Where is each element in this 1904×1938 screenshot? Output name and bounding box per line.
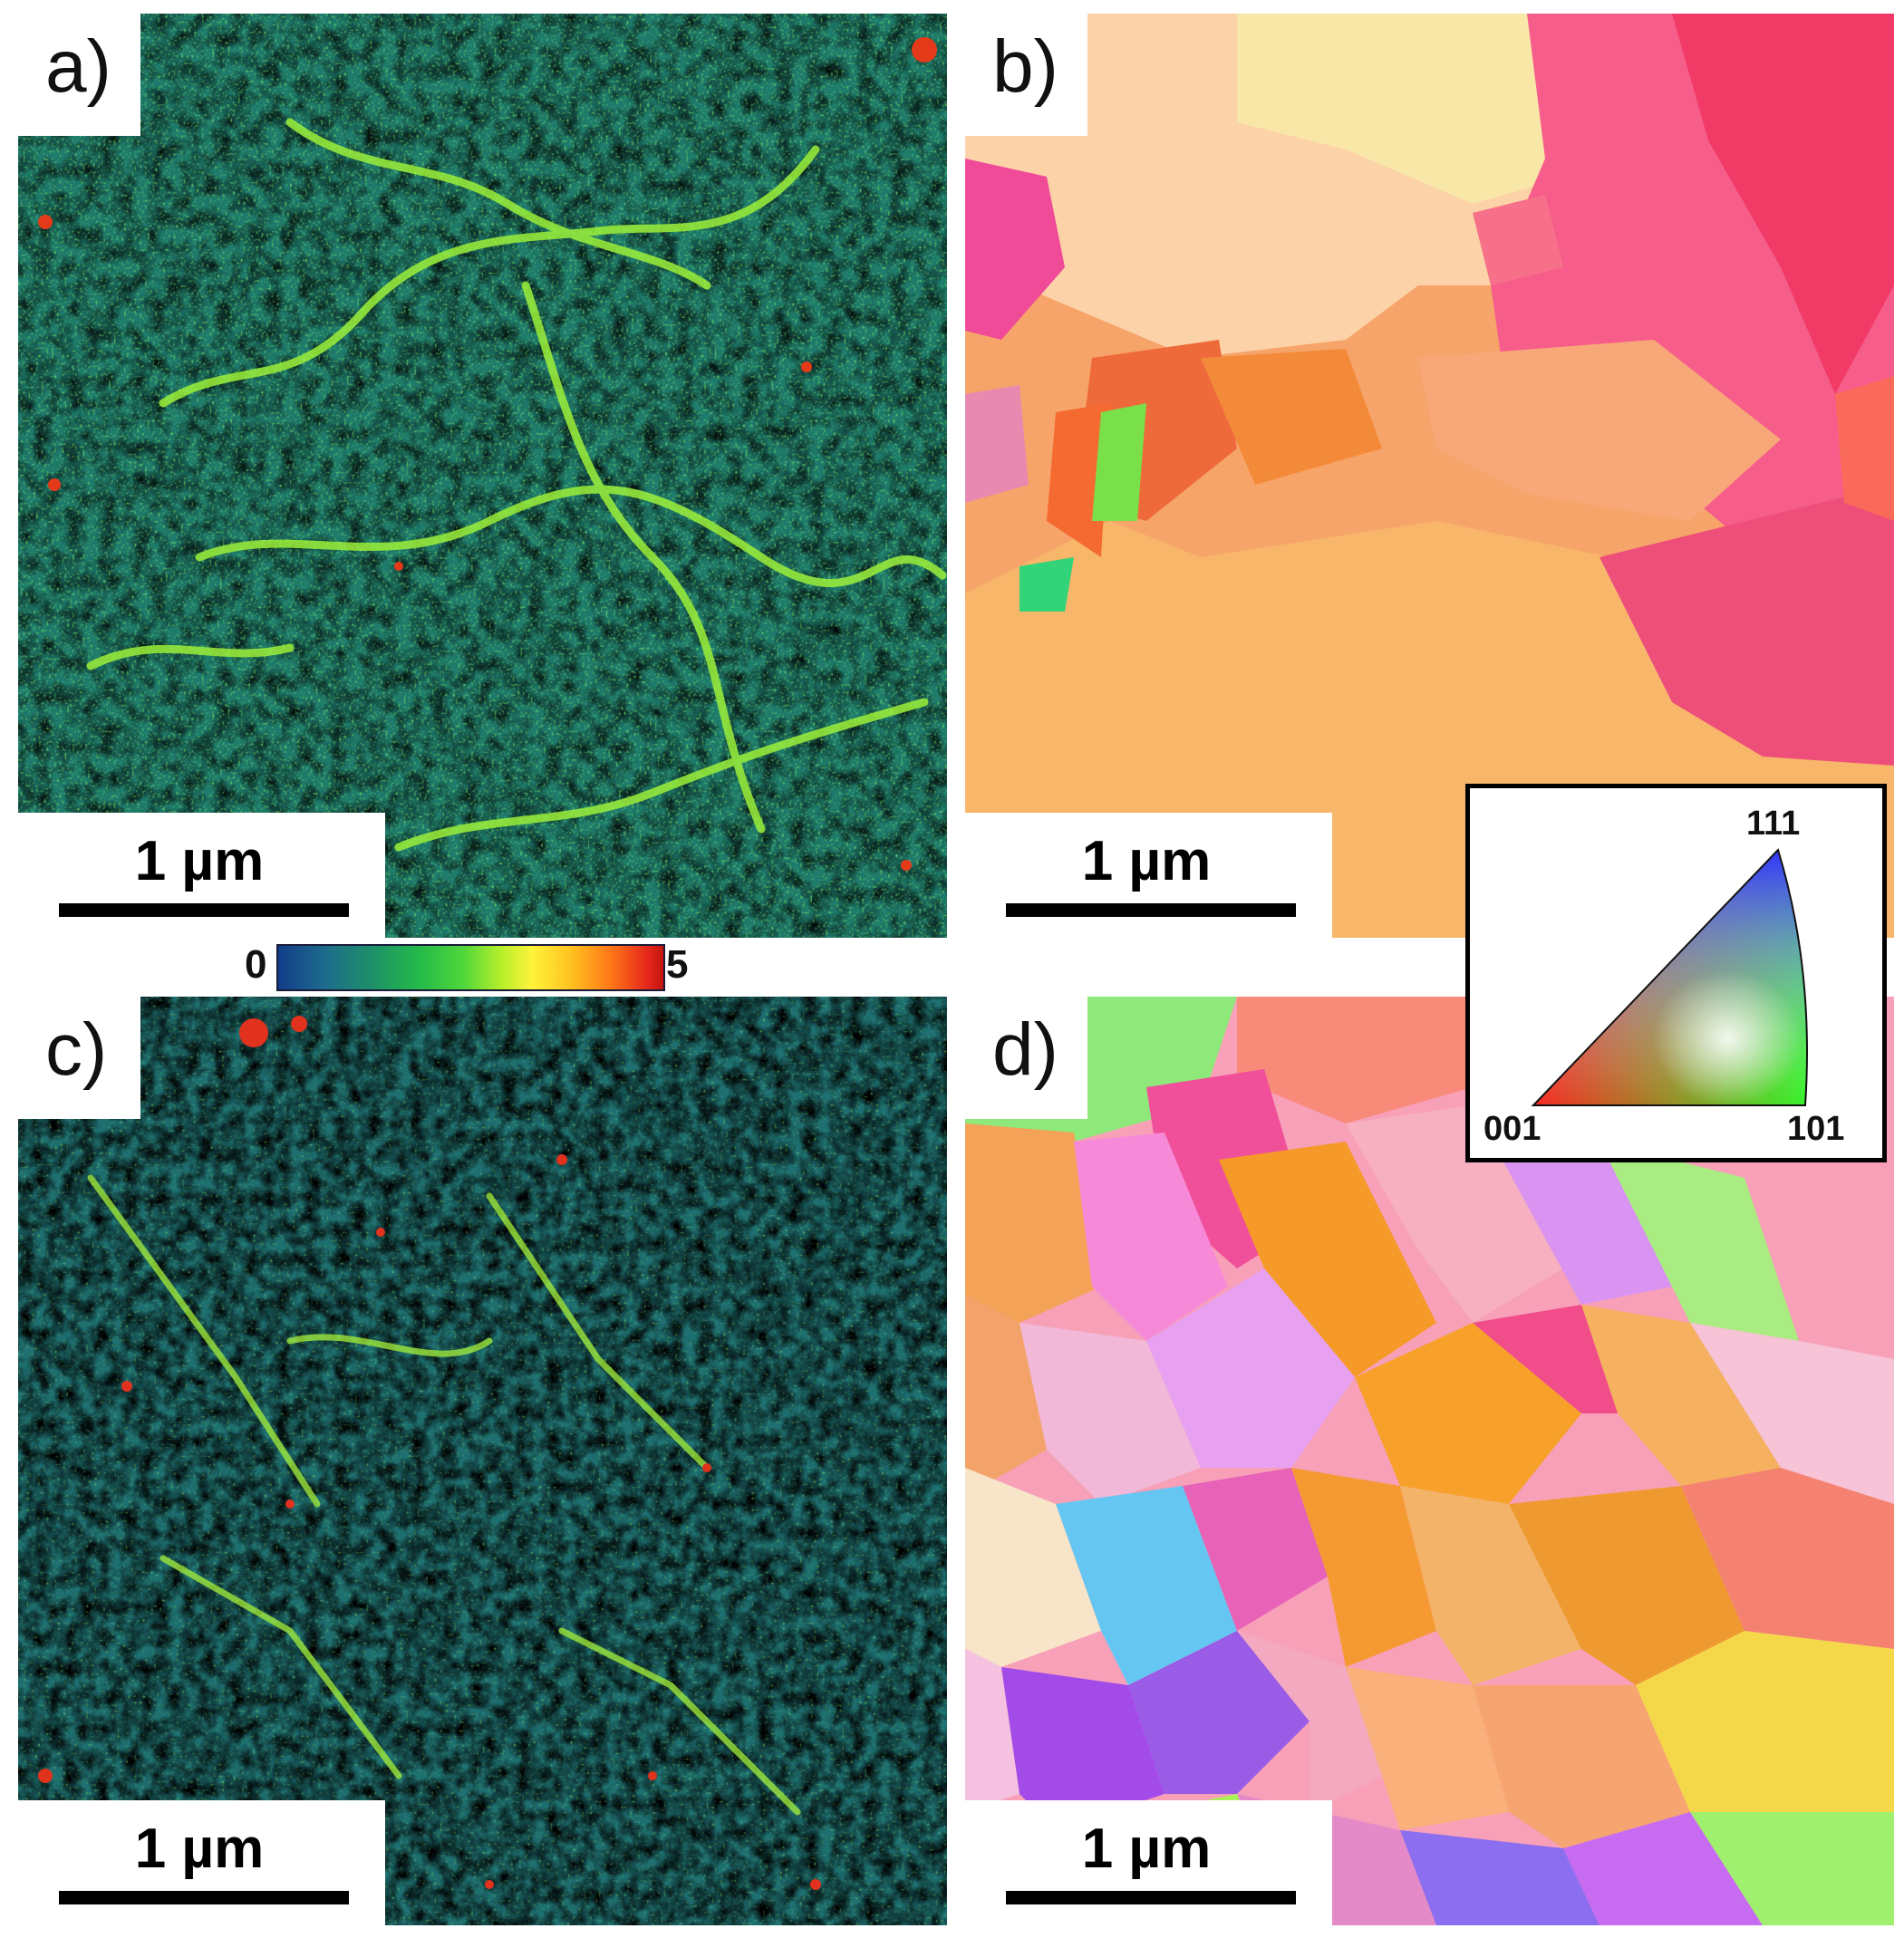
scalebar-label: 1 µm — [134, 1817, 265, 1880]
scalebar-line — [59, 903, 349, 917]
panel-label-box: c) — [18, 997, 140, 1119]
ipf-label-111: 111 — [1746, 805, 1801, 843]
ipf-map-d: d) 1 µm — [965, 997, 1894, 1925]
ipf-label-001: 001 — [1484, 1110, 1542, 1148]
panel-label: a) — [45, 25, 111, 108]
kam-map-a: a) 1 µm — [18, 14, 947, 938]
scalebar: 1 µm — [18, 1800, 385, 1925]
scalebar-label: 1 µm — [1081, 1817, 1212, 1880]
ipf-color-key: 111 001 101 — [1465, 784, 1887, 1162]
scalebar-line — [1006, 903, 1296, 917]
ipf-label-101: 101 — [1787, 1110, 1845, 1148]
panel-label: d) — [992, 1008, 1058, 1091]
panel-label-box: d) — [965, 997, 1087, 1119]
kam-map-c: c) 1 µm — [18, 997, 947, 1925]
kam-texture-c — [18, 997, 947, 1925]
scalebar-line — [1006, 1891, 1296, 1904]
panel-label-box: b) — [965, 14, 1087, 136]
colorbar — [276, 944, 665, 991]
scalebar-label: 1 µm — [134, 830, 265, 892]
ipf-triangle — [1531, 848, 1808, 1106]
panel-label: b) — [992, 25, 1058, 108]
kam-texture-a — [18, 14, 947, 938]
scalebar: 1 µm — [965, 813, 1332, 938]
colorbar-max-label: 5 — [666, 942, 689, 987]
scalebar-line — [59, 1891, 349, 1904]
colorbar-min-label: 0 — [245, 942, 267, 987]
scalebar-label: 1 µm — [1081, 830, 1212, 892]
scalebar: 1 µm — [965, 1800, 1332, 1925]
panel-label: c) — [45, 1008, 108, 1091]
scalebar: 1 µm — [18, 813, 385, 938]
panel-label-box: a) — [18, 14, 140, 136]
